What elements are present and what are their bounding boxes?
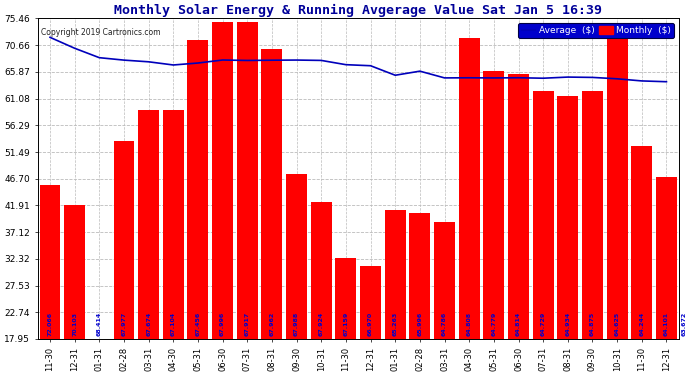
Text: 67.988: 67.988: [294, 312, 299, 336]
Text: 67.924: 67.924: [319, 312, 324, 336]
Text: 67.977: 67.977: [121, 312, 126, 336]
Text: 64.808: 64.808: [466, 312, 472, 336]
Title: Monthly Solar Energy & Running Avgerage Value Sat Jan 5 16:39: Monthly Solar Energy & Running Avgerage …: [115, 4, 602, 17]
Text: Copyright 2019 Cartronics.com: Copyright 2019 Cartronics.com: [41, 28, 160, 37]
Text: 67.996: 67.996: [220, 312, 225, 336]
Bar: [188, 40, 208, 375]
Text: 64.625: 64.625: [615, 312, 620, 336]
Bar: [89, 339, 110, 375]
Bar: [360, 266, 381, 375]
Bar: [138, 110, 159, 375]
Bar: [262, 49, 282, 375]
Text: 67.456: 67.456: [195, 312, 201, 336]
Bar: [409, 213, 431, 375]
Bar: [385, 210, 406, 375]
Text: 70.103: 70.103: [72, 312, 77, 336]
Legend: Average  ($), Monthly  ($): Average ($), Monthly ($): [518, 23, 674, 38]
Text: 64.779: 64.779: [491, 312, 496, 336]
Text: 67.674: 67.674: [146, 312, 151, 336]
Bar: [163, 110, 184, 375]
Text: 64.101: 64.101: [664, 312, 669, 336]
Text: 67.917: 67.917: [245, 312, 250, 336]
Text: 67.104: 67.104: [171, 312, 176, 336]
Text: 66.970: 66.970: [368, 312, 373, 336]
Bar: [656, 177, 677, 375]
Text: 67.962: 67.962: [269, 312, 275, 336]
Bar: [582, 91, 603, 375]
Text: 65.996: 65.996: [417, 312, 422, 336]
Text: 64.814: 64.814: [516, 312, 521, 336]
Bar: [335, 258, 356, 375]
Bar: [237, 22, 258, 375]
Text: 68.414: 68.414: [97, 312, 102, 336]
Text: 63.672: 63.672: [681, 312, 687, 336]
Bar: [533, 91, 553, 375]
Bar: [558, 96, 578, 375]
Text: 64.934: 64.934: [565, 312, 571, 336]
Bar: [508, 74, 529, 375]
Text: 67.159: 67.159: [344, 312, 348, 336]
Bar: [113, 141, 135, 375]
Bar: [310, 202, 332, 375]
Bar: [484, 71, 504, 375]
Bar: [459, 38, 480, 375]
Text: 72.066: 72.066: [48, 312, 52, 336]
Bar: [64, 205, 85, 375]
Bar: [212, 22, 233, 375]
Text: 64.875: 64.875: [590, 312, 595, 336]
Bar: [434, 222, 455, 375]
Text: 64.786: 64.786: [442, 312, 447, 336]
Text: 65.263: 65.263: [393, 312, 397, 336]
Bar: [286, 174, 307, 375]
Text: 64.244: 64.244: [640, 312, 644, 336]
Bar: [607, 24, 628, 375]
Bar: [39, 185, 61, 375]
Bar: [631, 146, 652, 375]
Text: 64.729: 64.729: [541, 312, 546, 336]
